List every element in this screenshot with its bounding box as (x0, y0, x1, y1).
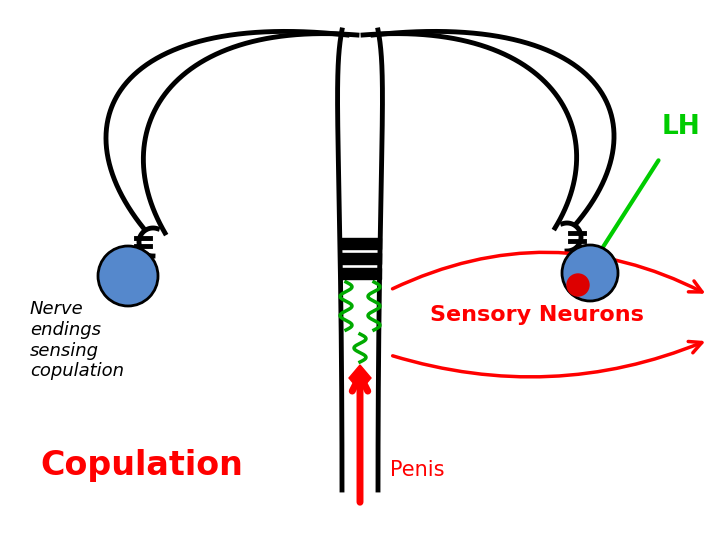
Text: LH: LH (662, 114, 701, 140)
Circle shape (562, 245, 618, 301)
Polygon shape (349, 365, 371, 391)
Circle shape (98, 246, 158, 306)
Bar (339, 253, 381, 264)
Text: Nerve
endings
sensing
copulation: Nerve endings sensing copulation (30, 300, 124, 380)
Text: Copulation: Copulation (40, 449, 243, 482)
Circle shape (567, 274, 589, 296)
Bar (339, 238, 381, 249)
Text: Penis: Penis (390, 460, 444, 480)
Bar (339, 268, 381, 279)
Text: Sensory Neurons: Sensory Neurons (430, 305, 644, 325)
